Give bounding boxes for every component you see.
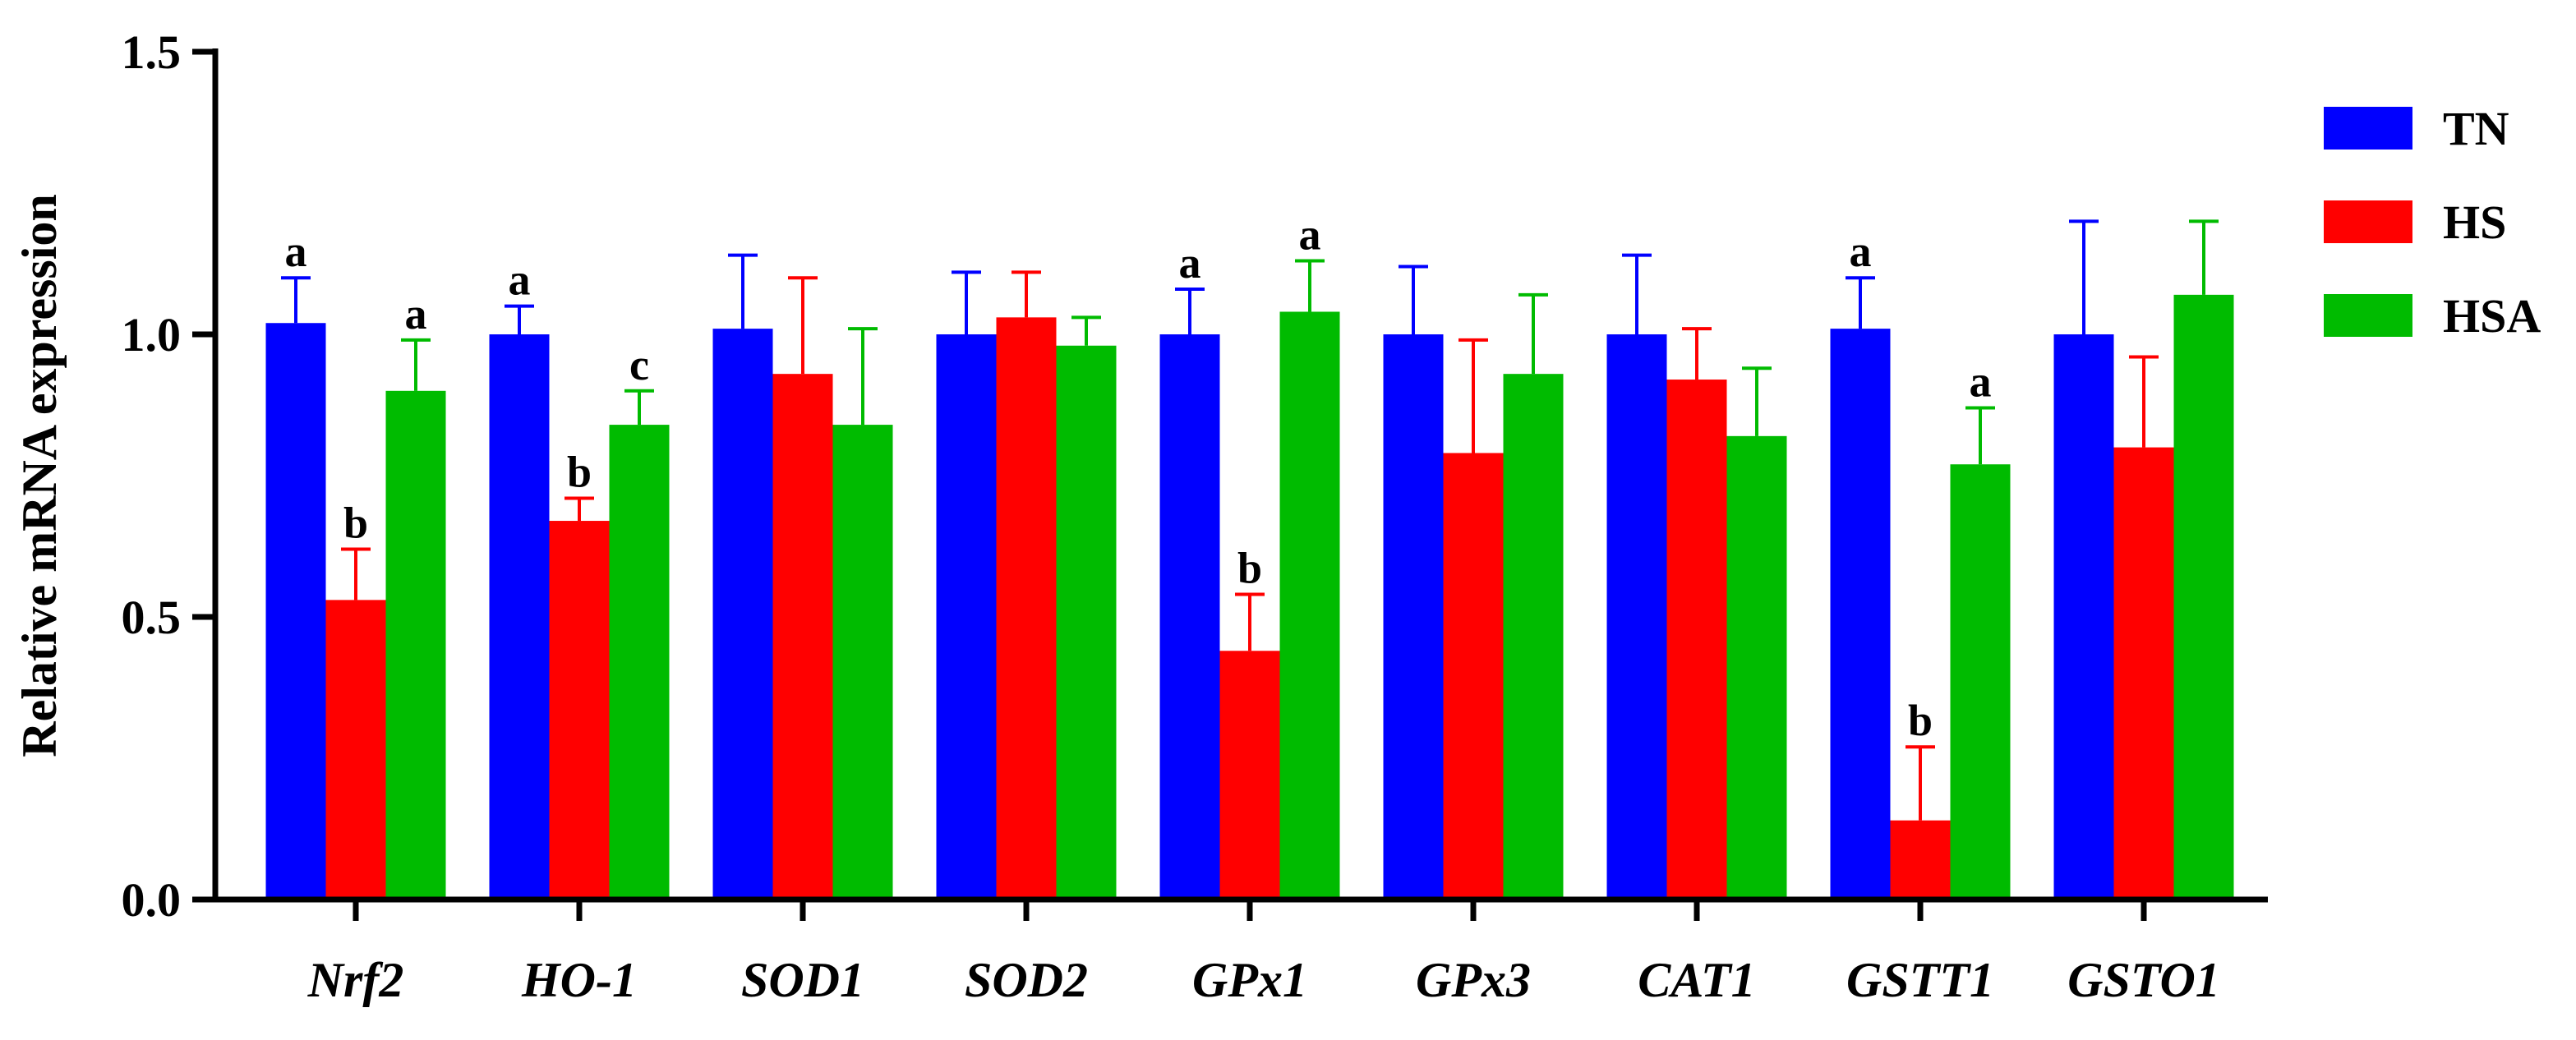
- x-tick-label: GPx1: [1192, 953, 1307, 1007]
- bar-hsa-gsto1: [2173, 294, 2234, 900]
- bar-hs-cat1: [1666, 380, 1727, 900]
- legend: TN HS HSA: [2324, 102, 2541, 343]
- bar-hsa-cat1: [1726, 435, 1787, 900]
- bar-hsa-gstt1: [1950, 464, 2011, 900]
- significance-label: b: [567, 448, 592, 497]
- legend-label-tn: TN: [2443, 102, 2509, 155]
- significance-label: a: [285, 227, 307, 276]
- x-tick-label: GSTO1: [2067, 953, 2220, 1007]
- significance-label: b: [1908, 696, 1933, 745]
- bar-hs-sod1: [772, 374, 833, 900]
- legend-label-hs: HS: [2443, 196, 2506, 249]
- bar-hs-gpx3: [1443, 453, 1504, 900]
- bar-tn-sod2: [936, 334, 997, 900]
- bar-tn-gstt1: [1830, 329, 1891, 900]
- significance-label: c: [629, 340, 649, 389]
- bar-hs-gsto1: [2113, 447, 2174, 900]
- bar-tn-cat1: [1606, 334, 1667, 900]
- bar-hsa-nrf2: [385, 390, 446, 900]
- legend-swatch-hs: [2324, 200, 2412, 243]
- significance-label: a: [1179, 238, 1201, 288]
- significance-labels-layer: a b a a b c a b a a b a: [285, 210, 1992, 746]
- x-tick-label: GPx3: [1416, 953, 1531, 1007]
- x-tick-label: SOD2: [965, 953, 1088, 1007]
- y-tick-label: 1.5: [122, 25, 182, 79]
- y-tick-label: 1.0: [122, 308, 182, 361]
- bar-hs-sod2: [996, 317, 1057, 900]
- bar-tn-ho-1: [489, 334, 550, 900]
- bar-hs-gpx1: [1219, 651, 1280, 900]
- bar-hsa-gpx1: [1279, 311, 1340, 900]
- bar-hs-gstt1: [1890, 820, 1951, 900]
- x-tick-label: HO-1: [521, 953, 637, 1007]
- x-tick-label: SOD1: [741, 953, 864, 1007]
- legend-swatch-tn: [2324, 107, 2412, 150]
- error-bars-layer: [281, 219, 2219, 821]
- significance-label: b: [1237, 543, 1262, 592]
- bar-hsa-sod2: [1056, 345, 1117, 900]
- bars-layer: [265, 294, 2234, 900]
- legend-swatch-hsa: [2324, 294, 2412, 337]
- bar-tn-gpx3: [1383, 334, 1444, 900]
- x-tick-label: GSTT1: [1846, 953, 1994, 1007]
- bar-tn-sod1: [712, 329, 773, 900]
- significance-label: a: [405, 289, 427, 338]
- x-tick-label: Nrf2: [307, 953, 404, 1007]
- bar-hsa-gpx3: [1503, 374, 1564, 900]
- significance-label: a: [509, 255, 531, 305]
- significance-label: a: [1850, 227, 1872, 276]
- y-tick-label: 0.5: [122, 591, 182, 644]
- x-tick-label: CAT1: [1638, 953, 1755, 1007]
- y-tick-label: 0.0: [122, 873, 182, 927]
- bar-tn-gsto1: [2053, 334, 2114, 900]
- y-axis-label: Relative mRNA expression: [12, 194, 67, 757]
- legend-label-hsa: HSA: [2443, 289, 2541, 343]
- axes-layer: Nrf2 HO-1 SOD1 SOD2 GPx1 GPx3 CAT1 GSTT1 GSTO1 0.…: [12, 25, 2268, 1007]
- bar-hs-ho-1: [549, 521, 610, 900]
- bar-tn-gpx1: [1159, 334, 1220, 900]
- bar-hsa-sod1: [832, 425, 893, 900]
- significance-label: a: [1970, 357, 1992, 406]
- bar-hs-nrf2: [325, 600, 386, 900]
- significance-label: a: [1299, 210, 1321, 260]
- bar-hsa-ho-1: [609, 425, 670, 900]
- bar-tn-nrf2: [265, 323, 326, 900]
- significance-label: b: [343, 498, 368, 547]
